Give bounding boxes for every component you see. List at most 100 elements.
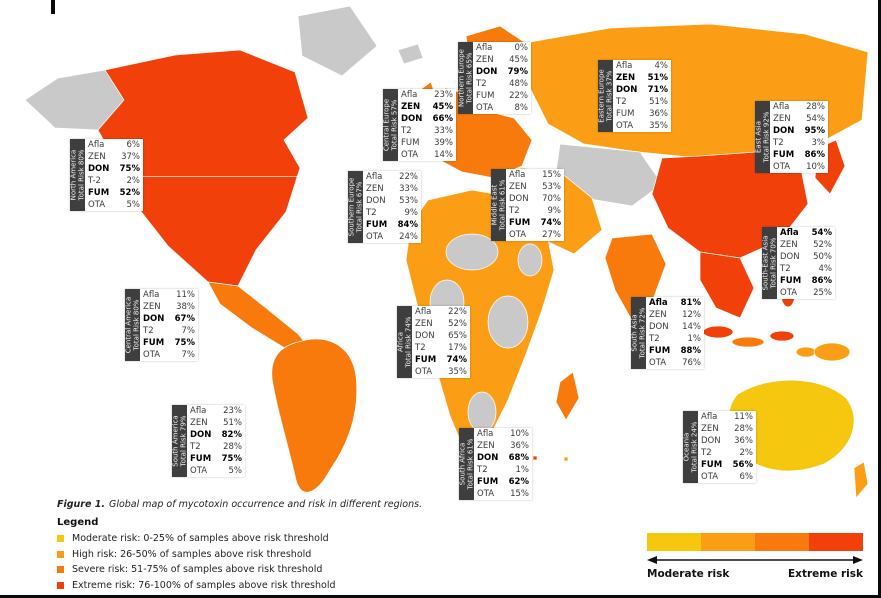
region-tab: East Asia Total Risk 92% (754, 101, 771, 173)
toxin-value: 79% (507, 66, 528, 77)
toxin-name: Afla (88, 139, 105, 150)
toxin-name: ZEN (780, 239, 798, 250)
toxin-value: 38% (176, 301, 195, 312)
toxin-name: OTA (701, 471, 719, 482)
toxin-row: DON 79% (473, 66, 531, 78)
toxin-name: FUM (190, 453, 212, 464)
region-name: South-East Asia (761, 235, 770, 291)
region-label: North America Total Risk 80% Afla 6% ZEN 37… (69, 139, 143, 211)
toxin-name: Afla (477, 428, 494, 439)
region-tab: South-East Asia Total Risk 70% (761, 227, 778, 299)
toxin-row: Afla 6% (85, 139, 143, 151)
toxin-name: DON (649, 321, 669, 332)
toxin-row: FUM 75% (187, 453, 245, 465)
toxin-value: 6% (739, 471, 754, 482)
toxin-row: FUM 62% (474, 476, 532, 488)
toxin-row: T2 2% (698, 447, 756, 459)
region-name: Oceania (682, 432, 691, 462)
toxin-row: OTA 25% (777, 287, 835, 299)
legend: Legend Moderate risk: 0-25% of samples a… (57, 517, 336, 595)
toxin-row: ZEN 52% (777, 239, 835, 251)
region-name: Southern Europe (347, 177, 356, 237)
toxin-value: 65% (448, 330, 467, 341)
map-south-america (271, 338, 358, 493)
toxin-value: 22% (448, 306, 467, 317)
toxin-row: Afla 23% (398, 89, 456, 101)
toxin-name: ZEN (649, 309, 667, 320)
toxin-name: FUM (401, 137, 420, 148)
toxin-value: 14% (434, 149, 453, 160)
region-tab-text: Eastern Europe Total Risk 37% (597, 69, 614, 122)
toxin-row: FUM 84% (363, 219, 421, 231)
region-tab: Central America Total Risk 80% (124, 289, 141, 361)
region-label: Middle East Total Risk 61% Afla 15% ZEN 53%… (490, 169, 564, 241)
toxin-row: Afla 15% (506, 169, 564, 181)
map-island-dot-1 (532, 455, 538, 461)
toxin-value: 56% (732, 459, 753, 470)
toxin-name: FUM (88, 187, 110, 198)
legend-item-label: High risk: 26-50% of samples above risk … (72, 548, 312, 560)
scale-color-segment (809, 533, 863, 551)
toxin-row: OTA 8% (473, 102, 531, 114)
toxin-name: Afla (616, 60, 633, 71)
region-name: Africa (396, 332, 405, 352)
scale-label-moderate: Moderate risk (647, 568, 730, 580)
toxin-name: OTA (143, 349, 161, 360)
toxin-value: 82% (221, 429, 242, 440)
toxin-row: T2 3% (770, 137, 828, 149)
toxin-row: DON 70% (506, 193, 564, 205)
toxin-value: 12% (682, 309, 701, 320)
region-label: East Asia Total Risk 92% Afla 28% ZEN 54% DO… (754, 101, 828, 173)
region-total-risk: Total Risk 80% (77, 149, 86, 201)
toxin-row: FUM 88% (646, 345, 704, 357)
toxin-name: T2 (509, 205, 520, 216)
toxin-value: 28% (806, 101, 825, 112)
region-name: South America (171, 415, 180, 467)
toxin-value: 95% (804, 125, 825, 136)
toxin-table: Afla 15% ZEN 53% DON 70% T2 9% FUM 74% OTA 27% (506, 169, 564, 241)
world-map (24, 5, 869, 499)
toxin-name: T2 (780, 263, 791, 274)
toxin-row: OTA 27% (506, 229, 564, 241)
toxin-name: Afla (509, 169, 526, 180)
toxin-row: OTA 76% (646, 357, 704, 369)
toxin-name: ZEN (190, 417, 208, 428)
toxin-name: Afla (401, 89, 418, 100)
toxin-value: 3% (811, 137, 826, 148)
toxin-value: 68% (508, 452, 529, 463)
toxin-value: 11% (734, 411, 753, 422)
toxin-name: Afla (366, 171, 383, 182)
region-total-risk: Total Risk 79% (179, 415, 188, 467)
toxin-value: 50% (813, 251, 832, 262)
toxin-value: 33% (434, 125, 453, 136)
region-total-risk: Total Risk 80% (132, 299, 141, 351)
toxin-table: Afla 23% ZEN 45% DON 66% T2 33% FUM 39% OTA 14% (398, 89, 456, 161)
toxin-row: ZEN 54% (770, 113, 828, 125)
toxin-row: Afla 4% (613, 60, 671, 72)
region-name: South Africa (458, 442, 467, 486)
toxin-value: 45% (509, 54, 528, 65)
toxin-name: T2 (415, 342, 426, 353)
toxin-row: ZEN 28% (698, 423, 756, 435)
region-total-risk: Total Risk 24% (690, 421, 699, 473)
toxin-name: ZEN (509, 181, 527, 192)
toxin-name: DON (476, 66, 498, 77)
toxin-value: 52% (119, 187, 140, 198)
toxin-value: 51% (647, 72, 668, 83)
region-label: Oceania Total Risk 24% Afla 11% ZEN 28% DON 3… (682, 411, 756, 483)
region-total-risk: Total Risk 57% (390, 99, 399, 151)
toxin-name: OTA (773, 161, 791, 172)
region-tab-text: South-East Asia Total Risk 70% (761, 236, 778, 291)
map-new-zealand (853, 461, 869, 499)
toxin-row: OTA 35% (412, 366, 470, 378)
toxin-name: T2 (649, 333, 660, 344)
region-name: Middle East (490, 184, 499, 226)
toxin-row: DON 75% (85, 163, 143, 175)
risk-color-swatch (57, 550, 64, 558)
toxin-table: Afla 23% ZEN 51% DON 82% T2 28% FUM 75% OTA 5% (187, 405, 245, 477)
toxin-value: 52% (813, 239, 832, 250)
toxin-name: Afla (649, 297, 668, 308)
toxin-value: 22% (509, 90, 528, 101)
toxin-value: 28% (223, 441, 242, 452)
toxin-name: Afla (415, 306, 432, 317)
